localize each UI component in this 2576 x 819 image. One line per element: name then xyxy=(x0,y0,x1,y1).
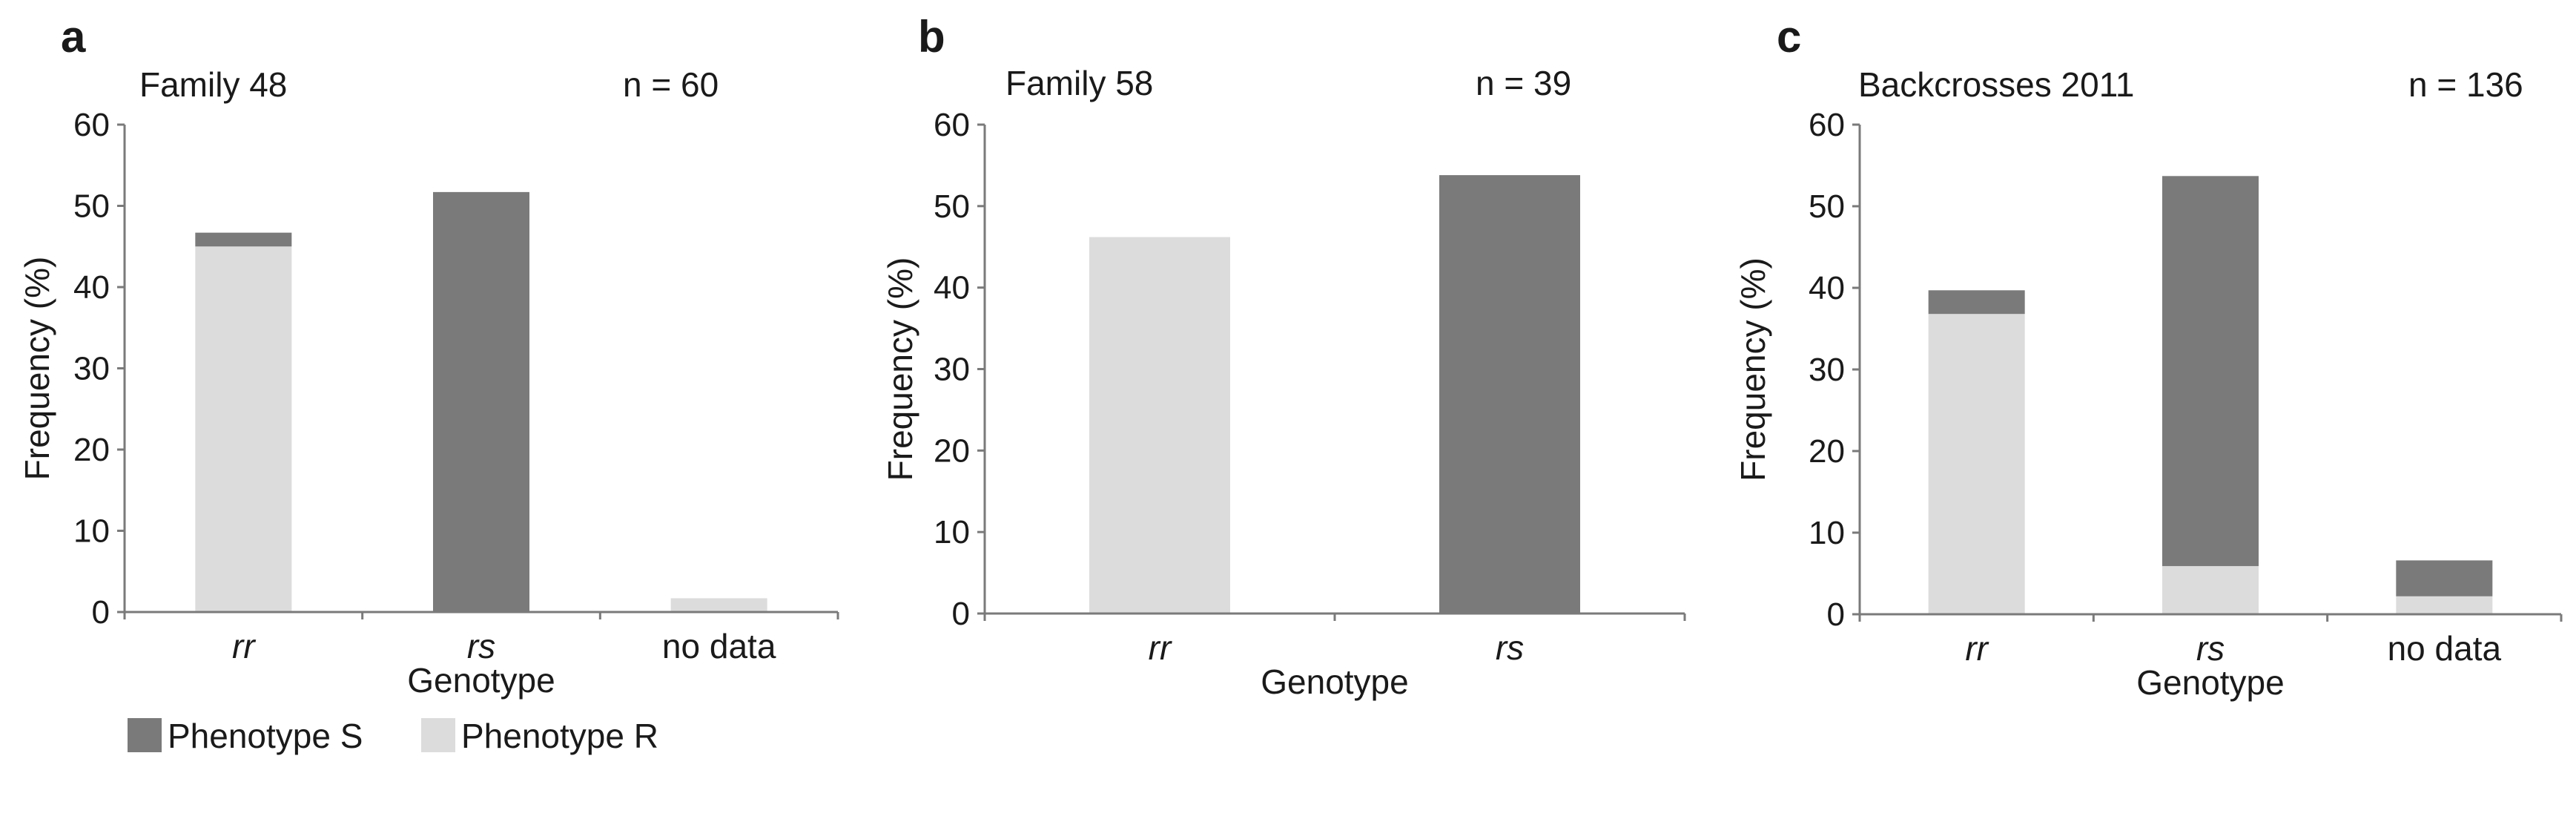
y-tick-label: 50 xyxy=(1809,188,1845,225)
panel-title: Family 58 xyxy=(1005,64,1153,102)
y-tick-label: 30 xyxy=(73,351,110,387)
y-tick-label: 30 xyxy=(1809,352,1845,388)
legend-label-phenotype-r: Phenotype R xyxy=(461,717,658,755)
category-label: rr xyxy=(1965,629,1989,668)
bar-rs-phenotype-s xyxy=(1439,175,1580,614)
sample-size-label: n = 60 xyxy=(623,65,719,104)
bar-rs-phenotype-s xyxy=(2162,176,2259,567)
bar-rr-phenotype-s xyxy=(1928,290,2025,315)
sample-size-label: n = 136 xyxy=(2408,65,2523,104)
bar-rr-phenotype-s xyxy=(195,232,292,247)
y-tick-label: 10 xyxy=(1809,515,1845,551)
y-tick-label: 0 xyxy=(952,596,970,632)
bar-no-data-phenotype-r xyxy=(670,598,767,612)
bar-rr-phenotype-r xyxy=(1089,237,1230,614)
y-tick-label: 30 xyxy=(934,352,970,388)
panel-letter: c xyxy=(1777,12,1801,62)
y-tick-label: 20 xyxy=(934,432,970,469)
y-tick-label: 20 xyxy=(73,432,110,468)
bar-rs-phenotype-r xyxy=(2162,566,2259,614)
legend: Phenotype S Phenotype R xyxy=(128,717,658,755)
sample-size-label: n = 39 xyxy=(1476,64,1571,102)
bar-rr-phenotype-r xyxy=(1928,314,2025,614)
category-label: rs xyxy=(1496,628,1524,667)
bar-no-data-phenotype-r xyxy=(2396,596,2493,614)
bar-rr-phenotype-r xyxy=(195,246,292,612)
y-tick-label: 10 xyxy=(73,513,110,550)
category-label: no data xyxy=(662,627,776,665)
chart-panel-b: b Family 58 n = 39 rr rs 0 10 20 30 40 50 60 Genotyp… xyxy=(881,12,1686,701)
category-label: no data xyxy=(2388,629,2502,668)
bar-rs-phenotype-s xyxy=(433,191,529,612)
y-tick-label: 60 xyxy=(73,107,110,143)
category-label: rs xyxy=(467,627,495,665)
y-tick-label: 0 xyxy=(92,594,110,631)
y-tick-label: 40 xyxy=(1809,270,1845,306)
x-axis-title: Genotype xyxy=(1261,662,1408,701)
x-axis-title: Genotype xyxy=(2136,663,2284,702)
y-tick-label: 10 xyxy=(934,514,970,550)
y-axis-title: Frequency (%) xyxy=(1734,257,1772,481)
legend-label-phenotype-s: Phenotype S xyxy=(168,717,363,755)
panel-title: Family 48 xyxy=(139,65,287,104)
y-tick-label: 20 xyxy=(1809,433,1845,470)
legend-swatch-phenotype-r xyxy=(421,718,455,752)
y-axis-title: Frequency (%) xyxy=(18,257,56,481)
y-tick-label: 50 xyxy=(934,188,970,225)
category-label: rs xyxy=(2196,629,2225,668)
y-axis-title: Frequency (%) xyxy=(881,257,919,481)
category-label: rr xyxy=(232,627,256,665)
y-tick-label: 0 xyxy=(1827,596,1845,633)
panel-letter: b xyxy=(918,12,945,62)
chart-panel-c: c Backcrosses 2011 n = 136 rr rs no data 0 10 20… xyxy=(1734,12,2563,702)
bar-no-data-phenotype-s xyxy=(2396,560,2493,596)
y-tick-label: 40 xyxy=(73,269,110,306)
legend-swatch-phenotype-s xyxy=(128,718,162,752)
y-tick-label: 60 xyxy=(934,107,970,143)
chart-panel-a: a Family 48 n = 60 rr rs no data 0 10 20 30 40 50 60… xyxy=(18,12,839,700)
y-tick-label: 60 xyxy=(1809,107,1845,143)
panel-letter: a xyxy=(61,12,86,62)
category-label: rr xyxy=(1149,628,1172,667)
panel-title: Backcrosses 2011 xyxy=(1858,65,2134,104)
y-tick-label: 50 xyxy=(73,188,110,225)
y-tick-label: 40 xyxy=(934,270,970,306)
x-axis-title: Genotype xyxy=(407,661,555,700)
